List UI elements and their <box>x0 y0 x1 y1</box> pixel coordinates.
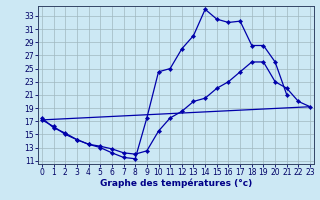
X-axis label: Graphe des températures (°c): Graphe des températures (°c) <box>100 179 252 188</box>
